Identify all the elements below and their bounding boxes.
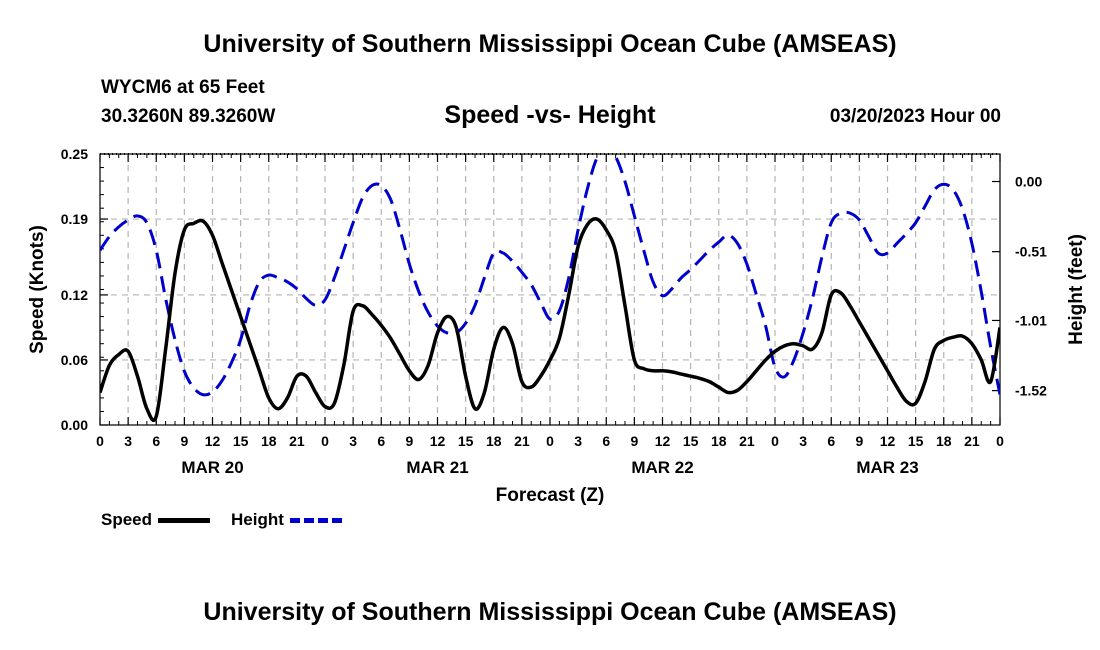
x-tick-label: 3 [799,433,807,449]
day-label: MAR 22 [631,458,693,477]
x-tick-label: 18 [261,433,277,449]
series-height-line [100,154,1000,397]
x-tick-label: 6 [152,433,160,449]
x-tick-label: 6 [827,433,835,449]
legend-speed-label: Speed [101,510,153,529]
x-tick-label: 9 [180,433,188,449]
coordinates-label: 30.3260N 89.3260W [101,106,276,127]
x-tick-label: 12 [655,433,671,449]
y-tick-label: 0.06 [61,352,88,368]
y-axis-label: Speed (Knots) [27,225,48,354]
x-tick-label: 21 [964,433,980,449]
x-tick-label: 12 [205,433,221,449]
legend-height-swatch [289,518,342,524]
y-tick-label: 0.00 [61,417,88,433]
x-tick-label: 18 [711,433,727,449]
y2-axis-label: Height (feet) [1066,234,1087,345]
x-tick-label: 12 [880,433,896,449]
y2-tick-label: 0.00 [1015,174,1042,190]
day-label: MAR 23 [856,458,918,477]
y-tick-label: 0.19 [61,211,88,227]
main-title: University of Southern Mississippi Ocean… [203,30,897,58]
x-tick-label: 9 [855,433,863,449]
x-tick-label: 18 [486,433,502,449]
x-tick-label: 12 [430,433,446,449]
y2-tick-label: -0.51 [1015,244,1047,260]
x-tick-label: 9 [630,433,638,449]
series-speed-line [100,217,1000,423]
x-tick-label: 0 [546,433,554,449]
station-label: WYCM6 at 65 Feet [101,77,265,98]
day-label: MAR 20 [181,458,243,477]
legend-height-label: Height [231,510,284,529]
x-tick-label: 21 [514,433,530,449]
legend-height: Height [231,510,342,530]
forecast-datetime: 03/20/2023 Hour 00 [829,106,1001,127]
x-tick-label: 6 [377,433,385,449]
x-tick-label: 15 [683,433,699,449]
x-tick-label: 18 [936,433,952,449]
x-tick-label: 3 [574,433,582,449]
x-tick-label: 15 [233,433,249,449]
legend-speed: Speed [101,510,210,530]
y-tick-label: 0.25 [61,146,88,162]
y2-tick-label: -1.52 [1015,383,1047,399]
x-tick-label: 3 [349,433,357,449]
x-tick-label: 6 [602,433,610,449]
y-tick-label: 0.12 [61,287,88,303]
y2-tick-label: -1.01 [1015,312,1047,328]
x-tick-label: 0 [321,433,329,449]
x-tick-label: 0 [96,433,104,449]
x-tick-label: 21 [739,433,755,449]
x-tick-label: 0 [771,433,779,449]
x-tick-label: 3 [124,433,132,449]
x-tick-label: 21 [289,433,305,449]
chart-title: Speed -vs- Height [444,101,656,129]
footer-title: University of Southern Mississippi Ocean… [203,598,897,626]
x-tick-label: 0 [996,433,1004,449]
x-axis-label: Forecast (Z) [496,485,605,506]
x-tick-label: 15 [458,433,474,449]
x-tick-label: 9 [405,433,413,449]
day-label: MAR 21 [406,458,468,477]
legend-speed-swatch [157,518,210,524]
x-tick-label: 15 [908,433,924,449]
